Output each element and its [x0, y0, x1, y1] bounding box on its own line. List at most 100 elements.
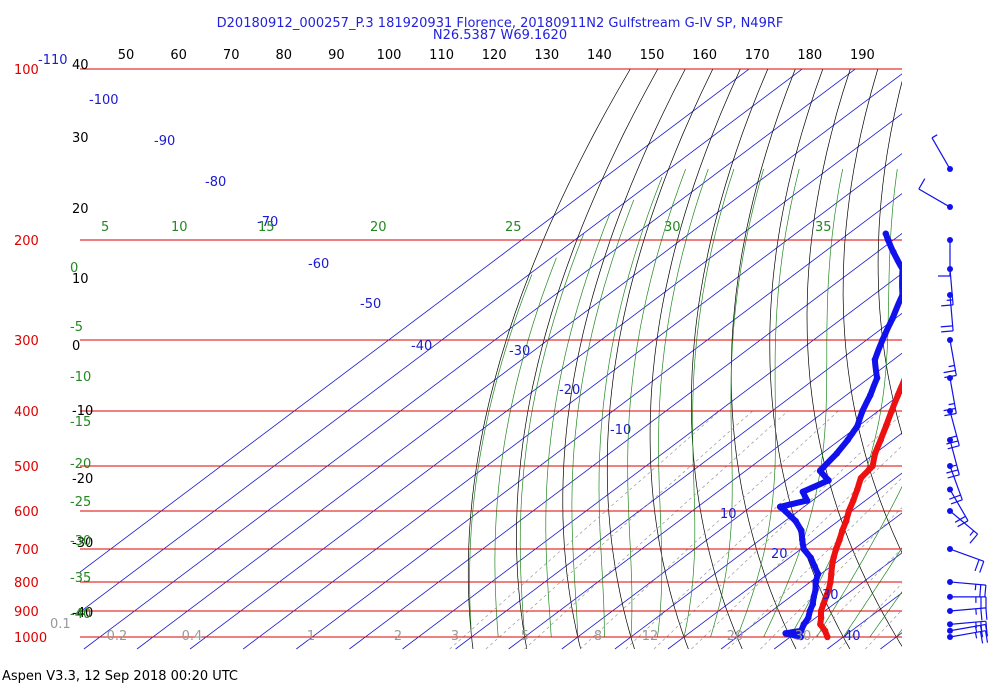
isotherm-line [508, 352, 902, 650]
isotherm-label: -60 [308, 257, 329, 272]
dewpoint-point [782, 630, 789, 637]
temperature-point [845, 507, 853, 515]
dewpoint-point [879, 336, 886, 344]
moist-adiabat-line [519, 233, 585, 638]
isotherm-label: 30 [822, 588, 839, 603]
dewpoint-point [803, 497, 811, 504]
moist-adiabat-line [571, 199, 635, 637]
dewpoint-point [807, 554, 814, 561]
dewpoint-point [825, 477, 832, 484]
moist-adiabat-line [869, 591, 902, 638]
pressure-tick-label: 300 [14, 334, 39, 349]
moist-adiabat-label: -10 [70, 370, 91, 385]
dry-adiabat-line [977, 43, 1000, 649]
footer-text: Aspen V3.3, 12 Sep 2018 00:20 UTC [2, 669, 239, 684]
dry-adiabat-label: 20 [72, 202, 89, 217]
mixing-ratio-line [691, 445, 902, 650]
isotherm-label-minus110: -110 [38, 53, 68, 68]
temperature-point [936, 292, 942, 298]
moist-adiabat-top-label: 25 [505, 220, 522, 235]
dewpoint-point [889, 315, 896, 322]
dewpoint-point [884, 236, 892, 244]
moist-adiabat-line [545, 213, 611, 638]
wind-barb [938, 237, 953, 277]
isotherm-line [242, 153, 902, 650]
dry-adiabat-label: -20 [72, 472, 93, 487]
mixing-ratio-label: 2 [394, 629, 402, 644]
isotherm-line [720, 512, 902, 650]
temperature-point [957, 237, 963, 243]
temperature-point [877, 436, 884, 444]
pressure-tick-label: 1000 [14, 631, 47, 646]
wind-barb [947, 508, 979, 544]
mixing-ratio-line [803, 547, 902, 650]
pressure-tick-label: 500 [14, 460, 39, 475]
dry-adiabat-line [516, 69, 659, 650]
top-axis-tick-label: 120 [482, 48, 507, 63]
dewpoint-point [812, 586, 819, 593]
temperature-point [817, 607, 825, 615]
moist-adiabat-line [598, 176, 663, 637]
top-axis-tick-label: 70 [223, 48, 240, 63]
moist-adiabat-line [494, 257, 557, 637]
top-axis-tick-label: 110 [429, 48, 454, 63]
isotherm-label: -100 [89, 93, 119, 108]
isotherm-label: -40 [411, 339, 432, 354]
temperature-point [967, 204, 973, 210]
dewpoint-point [854, 422, 861, 430]
moist-adiabat-top-label: 10 [171, 220, 188, 235]
dry-adiabat-label: -40 [72, 606, 93, 621]
temperature-point [857, 474, 865, 482]
temperature-point [902, 375, 908, 381]
wind-barb [946, 437, 960, 479]
dewpoint-point [873, 374, 881, 382]
pressure-tick-label: 700 [14, 543, 39, 558]
wind-barb [918, 178, 953, 210]
dewpoint-point [871, 356, 879, 363]
isotherm-label: -80 [205, 175, 226, 190]
temperature-point [836, 536, 843, 544]
wind-barb [931, 134, 953, 172]
top-axis-tick-label: 180 [797, 48, 822, 63]
dewpoint-point [812, 578, 819, 586]
dewpoint-point [844, 436, 851, 444]
dewpoint-point [798, 627, 805, 634]
moist-adiabat-line [657, 168, 709, 638]
dewpoint-point [867, 391, 874, 399]
isobars [80, 68, 902, 638]
moist-adiabat-line [816, 485, 902, 638]
temperature-point [869, 462, 876, 470]
isotherm-label: 20 [771, 547, 788, 562]
dewpoint-point [805, 614, 812, 621]
dewpoint-point [811, 562, 818, 570]
wind-barb [947, 630, 989, 644]
dewpoint-point [814, 570, 822, 578]
moist-adiabat-label: -25 [70, 495, 91, 510]
moist-adiabat-top-label: 30 [664, 220, 681, 235]
temperature-point [918, 337, 924, 343]
moist-adiabat-label: -40 [70, 607, 91, 622]
wind-barb [947, 486, 969, 528]
temperature-point [993, 179, 999, 185]
dry-adiabat-line [769, 69, 851, 650]
isotherm-line [455, 312, 902, 650]
moist-adiabat-label: 0 [70, 261, 78, 276]
temperature-point [894, 391, 902, 399]
dry-adiabat-label: -10 [72, 404, 93, 419]
mixing-ratio-label: 0.2 [107, 629, 128, 644]
moist-adiabat-line [710, 168, 764, 638]
dewpoint-point [799, 536, 806, 544]
isotherm-line [80, 69, 750, 573]
wind-barbs [918, 134, 989, 644]
top-axis-tick-label: 60 [170, 48, 187, 63]
wind-barb [947, 546, 985, 573]
temperature-point [910, 357, 916, 363]
dewpoint-point [782, 507, 789, 515]
mixing-ratio-line [653, 413, 902, 650]
isotherm-line [83, 69, 856, 650]
temperature-point [828, 562, 836, 570]
wind-barb [947, 593, 987, 609]
temperature-point [871, 450, 879, 457]
dry-adiabat-line [467, 69, 631, 650]
